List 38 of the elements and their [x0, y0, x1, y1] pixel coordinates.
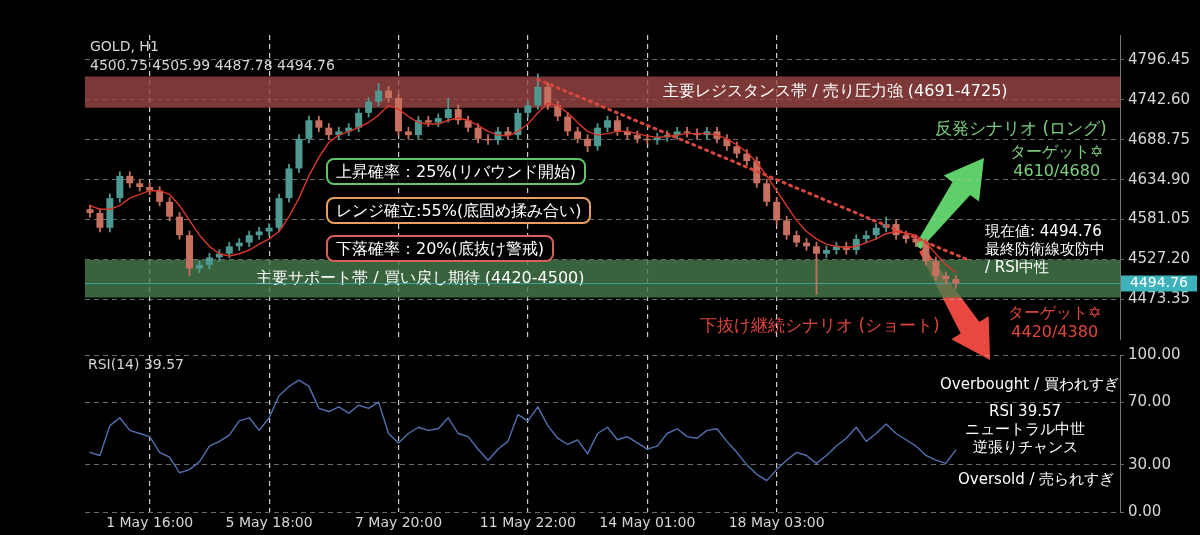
- annotation: RSI(14) 39.57: [88, 356, 185, 373]
- x-tick-label: 7 May 20:00: [354, 514, 443, 531]
- y-tick-label: 4796.45: [1128, 49, 1191, 68]
- annotation: ニュートラル中世: [965, 420, 1085, 438]
- x-tick-label: 18 May 03:00: [728, 514, 825, 531]
- y-tick-label: 4688.75: [1128, 129, 1191, 148]
- y-tick-label: 4742.60: [1128, 89, 1191, 108]
- annotation: 最終防衛線攻防中: [985, 240, 1105, 258]
- y-tick-label: 0.00: [1128, 501, 1162, 520]
- y-tick-label: 4473.35: [1128, 289, 1191, 308]
- y-tick-label: 100.00: [1128, 344, 1181, 363]
- annotation: レンジ確立:55%(底固め揉み合い): [326, 197, 592, 225]
- y-tick-label: 30.00: [1128, 454, 1171, 473]
- x-tick-label: 1 May 16:00: [106, 514, 194, 531]
- y-tick-label: 70.00: [1128, 391, 1171, 410]
- ref-line-label: 4494.76: [1130, 274, 1189, 291]
- annotation: RSI 39.57: [988, 402, 1062, 420]
- annotation: 4500.75 4505.99 4487.78 4494.76: [90, 57, 335, 74]
- y-tick-label: 4581.05: [1128, 209, 1191, 228]
- annotation: 上昇確率：25%(リバウンド開始): [326, 158, 587, 186]
- annotation: Overbought / 買われすぎ: [940, 375, 1119, 393]
- annotation: 現在値: 4494.76: [985, 222, 1102, 240]
- band-label: 主要サポート帯 / 買い戻し期待 (4420-4500): [256, 267, 585, 287]
- y-tick-label: 4527.20: [1128, 249, 1191, 268]
- annotation: ターゲット✡ 4610/4680: [1010, 142, 1104, 181]
- band-label: 主要レジスタンス帯 / 売り圧力強 (4691-4725): [663, 81, 1008, 101]
- annotation: / RSI中性: [985, 258, 1050, 276]
- annotation: 下抜け継続シナリオ (ショート): [700, 315, 940, 336]
- annotation: 逆張りチャンス: [972, 438, 1078, 456]
- annotation: 反発シナリオ (ロング): [935, 118, 1107, 139]
- y-tick-label: 4634.90: [1128, 169, 1191, 188]
- annotation: ターゲット✡ 4420/4380: [1008, 303, 1102, 342]
- annotation: Oversold / 売られすぎ: [958, 470, 1115, 488]
- annotation: 下落確率：20%(底抜け警戒): [326, 235, 555, 263]
- annotation: GOLD, H1: [90, 38, 159, 55]
- x-tick-label: 14 May 01:00: [599, 514, 696, 531]
- x-tick-label: 11 May 22:00: [479, 514, 576, 531]
- x-tick-label: 5 May 18:00: [225, 514, 313, 531]
